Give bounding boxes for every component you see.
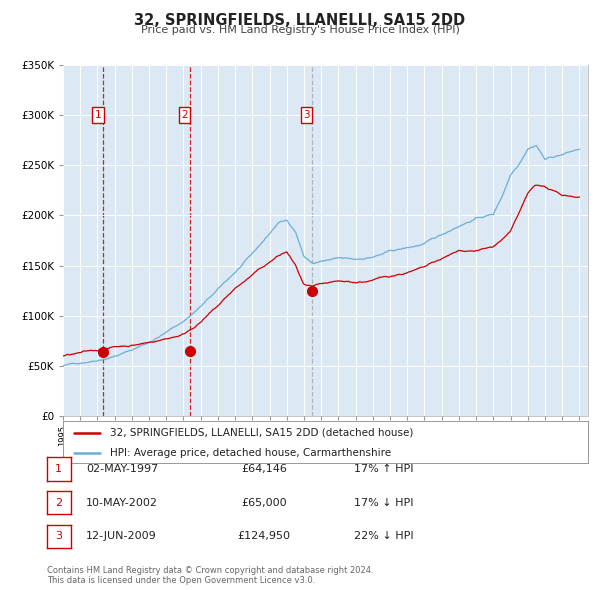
Text: £64,146: £64,146	[241, 464, 287, 474]
Text: 17% ↓ HPI: 17% ↓ HPI	[354, 498, 413, 507]
Text: £124,950: £124,950	[238, 532, 290, 541]
Text: 12-JUN-2009: 12-JUN-2009	[86, 532, 157, 541]
Text: 32, SPRINGFIELDS, LLANELLI, SA15 2DD: 32, SPRINGFIELDS, LLANELLI, SA15 2DD	[134, 13, 466, 28]
Text: 02-MAY-1997: 02-MAY-1997	[86, 464, 158, 474]
Text: 22% ↓ HPI: 22% ↓ HPI	[354, 532, 413, 541]
Text: 3: 3	[55, 532, 62, 541]
Text: 2: 2	[55, 498, 62, 507]
Text: 1: 1	[95, 110, 101, 120]
Text: £65,000: £65,000	[241, 498, 287, 507]
Text: 32, SPRINGFIELDS, LLANELLI, SA15 2DD (detached house): 32, SPRINGFIELDS, LLANELLI, SA15 2DD (de…	[110, 428, 413, 438]
Text: 1: 1	[55, 464, 62, 474]
Text: Contains HM Land Registry data © Crown copyright and database right 2024.
This d: Contains HM Land Registry data © Crown c…	[47, 566, 373, 585]
Text: 2: 2	[181, 110, 188, 120]
Text: HPI: Average price, detached house, Carmarthenshire: HPI: Average price, detached house, Carm…	[110, 448, 391, 457]
Text: 3: 3	[303, 110, 310, 120]
Text: 10-MAY-2002: 10-MAY-2002	[86, 498, 158, 507]
Text: Price paid vs. HM Land Registry's House Price Index (HPI): Price paid vs. HM Land Registry's House …	[140, 25, 460, 35]
Text: 17% ↑ HPI: 17% ↑ HPI	[354, 464, 413, 474]
